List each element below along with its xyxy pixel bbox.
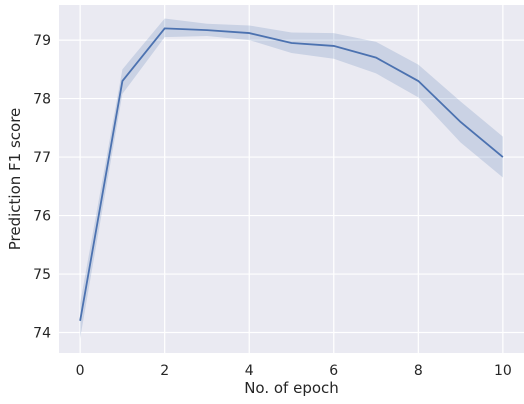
- series-line: [79, 27, 504, 321]
- x-tick-label: 6: [329, 363, 338, 379]
- x-tick-label: 2: [160, 363, 169, 379]
- y-tick-label: 75: [33, 267, 51, 283]
- y-tick-label: 76: [33, 209, 51, 225]
- y-tick-label: 74: [33, 326, 51, 342]
- y-tick-label: 78: [33, 92, 51, 108]
- y-tick-label: 79: [33, 33, 51, 49]
- grid: [59, 5, 524, 353]
- x-tick-label: 4: [245, 363, 254, 379]
- y-axis-label: Prediction F1 score: [6, 108, 24, 251]
- x-tick-label: 0: [76, 363, 85, 379]
- y-tick-label: 77: [33, 150, 51, 166]
- x-tick-label: 8: [414, 363, 423, 379]
- x-tick-label: 10: [494, 363, 512, 379]
- plot-area: [59, 5, 524, 353]
- x-axis-ticks: 0 2 4 6 8 10: [76, 363, 512, 379]
- y-axis-ticks: 74 75 76 77 78 79: [33, 33, 51, 341]
- x-axis-label: No. of epoch: [244, 379, 339, 397]
